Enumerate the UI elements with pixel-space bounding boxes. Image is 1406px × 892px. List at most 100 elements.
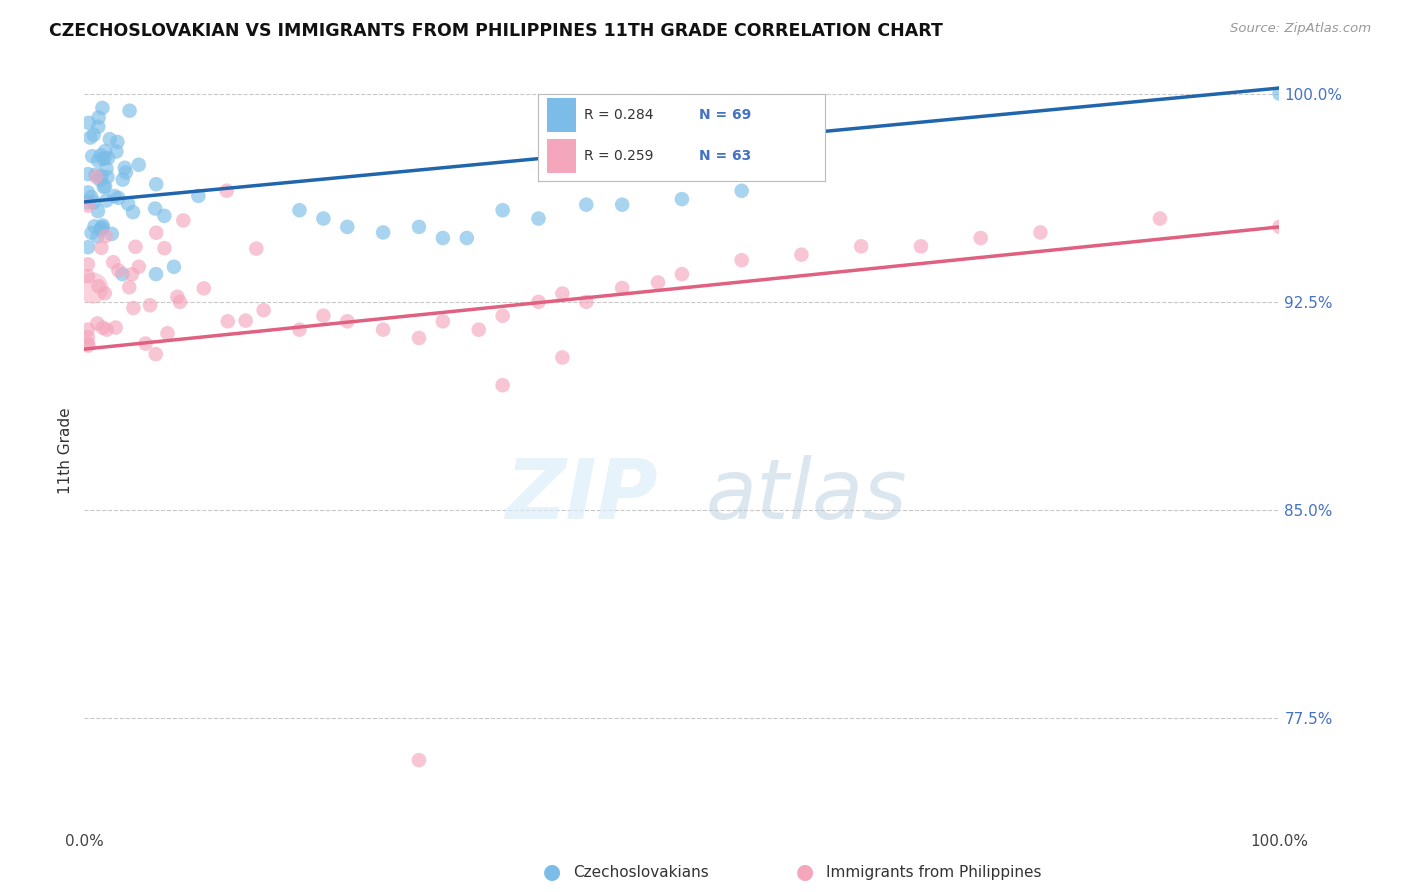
Point [93, 180, 115, 194]
Point [77, 336, 100, 351]
Point [124, 240, 146, 254]
Point [910, 239, 932, 253]
Point [89, 173, 111, 187]
Point [87, 204, 110, 219]
Point [145, 267, 167, 281]
Point [91, 101, 114, 115]
Point [128, 158, 150, 172]
Point [77, 330, 100, 344]
Point [432, 231, 454, 245]
Point [96, 169, 118, 184]
Point [91, 320, 114, 334]
Y-axis label: 11th Grade: 11th Grade [58, 407, 73, 494]
Point [851, 239, 873, 253]
Point [87, 111, 110, 125]
Point [373, 226, 395, 240]
Point [96, 194, 118, 208]
Point [193, 281, 215, 295]
Point [143, 202, 166, 216]
Point [312, 309, 335, 323]
Point [114, 161, 136, 175]
Point [90, 148, 112, 162]
Point [153, 241, 176, 255]
Point [235, 313, 257, 327]
Point [336, 219, 359, 234]
Point [169, 294, 191, 309]
Point [122, 301, 145, 315]
Point [103, 189, 125, 203]
Point [111, 267, 134, 281]
Point [551, 286, 574, 301]
Point [77, 338, 100, 352]
Point [612, 281, 634, 295]
Point [90, 221, 112, 235]
Point [153, 209, 176, 223]
Point [456, 231, 478, 245]
Point [121, 267, 143, 281]
Point [970, 231, 993, 245]
Point [90, 169, 112, 183]
Point [91, 220, 114, 235]
Point [118, 103, 141, 118]
Point [104, 320, 127, 334]
Point [671, 267, 693, 281]
Point [86, 229, 108, 244]
Point [77, 240, 100, 254]
Point [215, 184, 238, 198]
Point [492, 309, 515, 323]
Point [77, 269, 100, 284]
Point [135, 336, 157, 351]
Point [96, 161, 118, 176]
Point [91, 152, 114, 166]
Point [253, 303, 276, 318]
Point [145, 177, 167, 191]
Point [166, 290, 188, 304]
Point [1029, 226, 1052, 240]
Point [83, 128, 105, 142]
Point [145, 226, 167, 240]
Point [1268, 219, 1291, 234]
Point [107, 191, 129, 205]
Point [77, 167, 100, 181]
Point [1149, 211, 1171, 226]
Point [122, 205, 145, 219]
Point [217, 314, 239, 328]
Point [163, 260, 186, 274]
Point [87, 153, 110, 168]
Point [97, 151, 120, 165]
Point [117, 196, 139, 211]
Point [77, 322, 100, 336]
Point [94, 229, 117, 244]
Point [101, 227, 124, 241]
Text: atlas: atlas [706, 456, 907, 536]
Text: CZECHOSLOVAKIAN VS IMMIGRANTS FROM PHILIPPINES 11TH GRADE CORRELATION CHART: CZECHOSLOVAKIAN VS IMMIGRANTS FROM PHILI… [49, 22, 943, 40]
Point [336, 314, 359, 328]
Point [527, 294, 550, 309]
Point [187, 189, 209, 203]
Point [87, 120, 110, 134]
Point [84, 168, 107, 182]
Point [90, 241, 112, 255]
Text: ZIP: ZIP [505, 456, 658, 536]
Point [145, 347, 167, 361]
Point [312, 211, 335, 226]
Point [1268, 87, 1291, 101]
Point [139, 298, 162, 312]
Point [80, 190, 103, 204]
Point [87, 279, 110, 293]
Point [731, 253, 754, 268]
Point [77, 116, 100, 130]
Point [118, 280, 141, 294]
Point [94, 144, 117, 158]
Point [492, 378, 515, 392]
Point [77, 195, 100, 210]
Point [79, 130, 101, 145]
Point [114, 165, 136, 179]
Text: Immigrants from Philippines: Immigrants from Philippines [825, 865, 1042, 880]
Point [790, 247, 813, 261]
Point [91, 219, 114, 233]
Point [671, 192, 693, 206]
Text: Czechoslovakians: Czechoslovakians [574, 865, 709, 880]
Point [107, 263, 129, 277]
Point [103, 255, 125, 269]
